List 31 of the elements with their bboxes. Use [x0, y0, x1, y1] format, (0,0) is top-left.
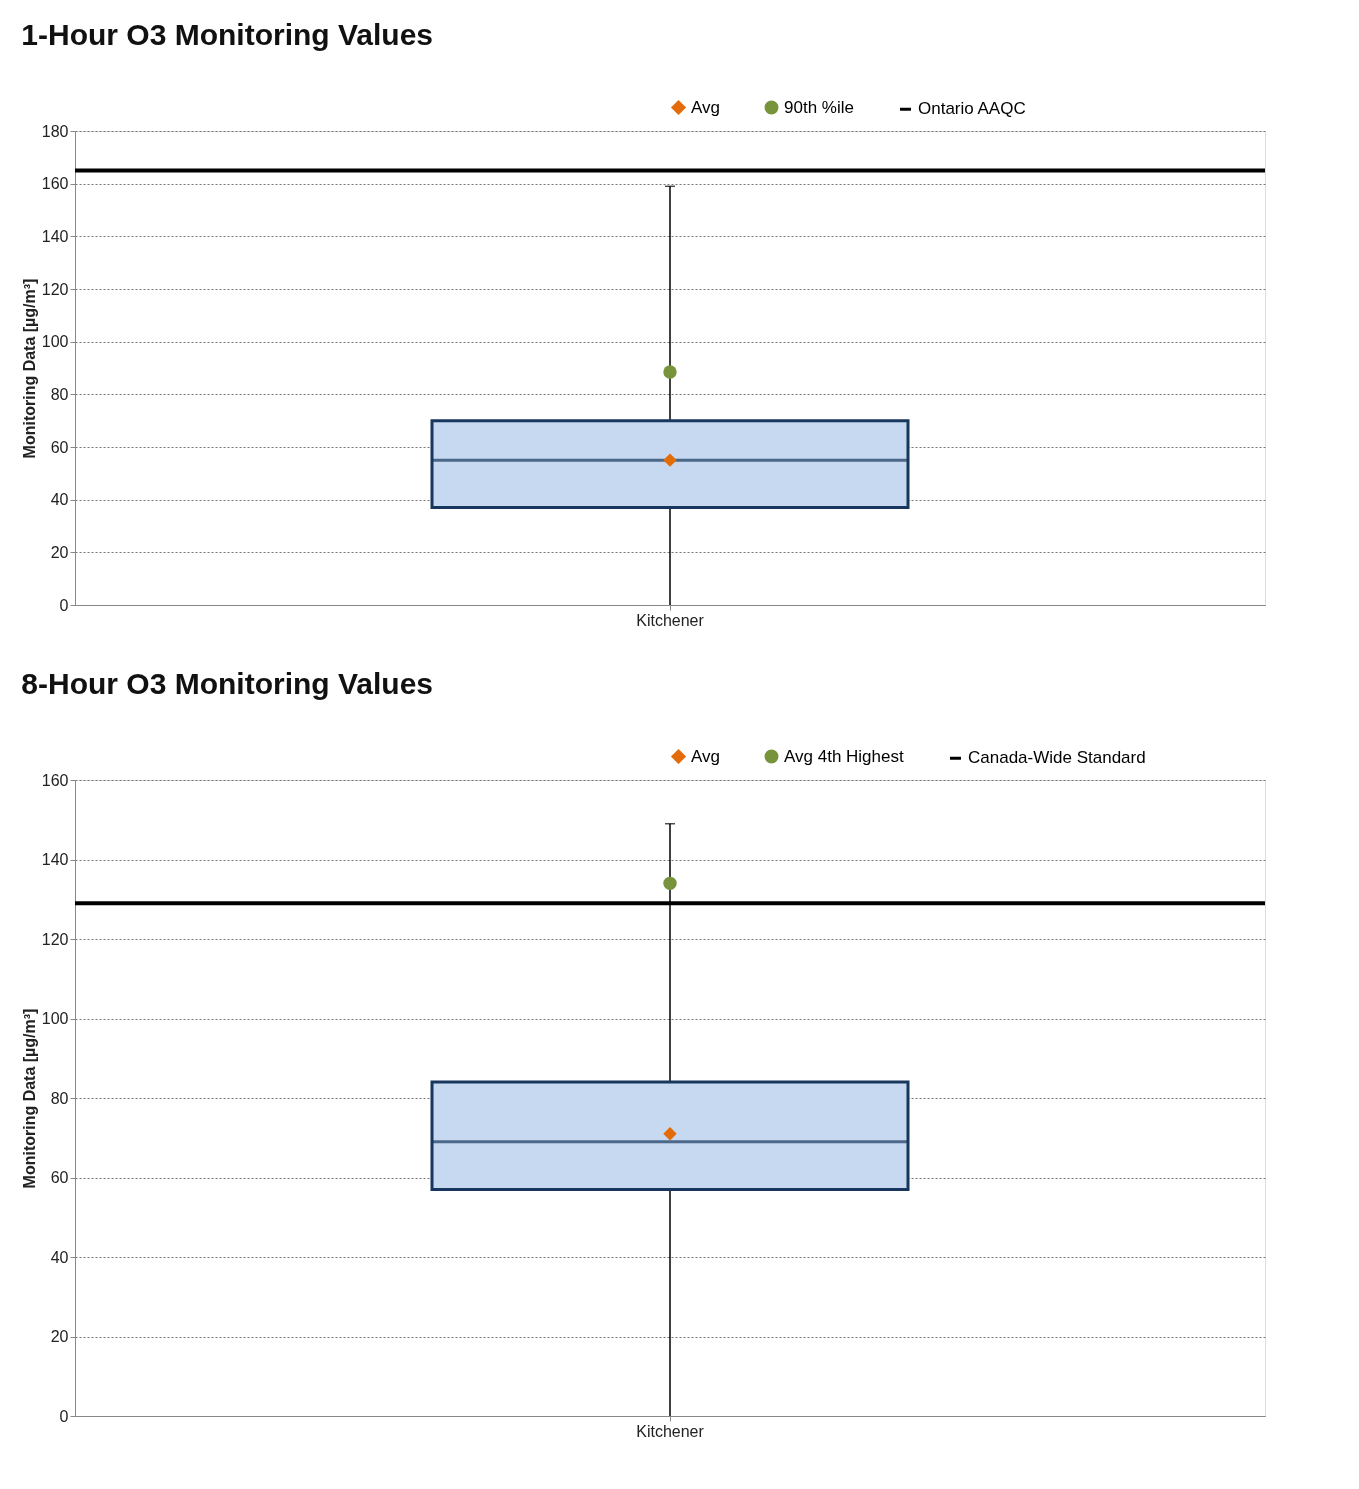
legend-label: Avg: [691, 746, 720, 766]
y-tick-label: 160: [41, 771, 69, 789]
y-tick-label: 160: [41, 175, 69, 193]
x-tick-label: Kitchener: [636, 611, 705, 629]
y-tick-label: 60: [50, 438, 69, 456]
y-tick-label: 120: [41, 930, 69, 948]
y-tick-label: 40: [50, 491, 69, 509]
y-tick-label: 80: [50, 385, 69, 403]
y-tick-label: 40: [50, 1248, 69, 1266]
chart-title: 1-Hour O3 Monitoring Values: [21, 18, 434, 51]
y-tick-label: 180: [41, 122, 69, 140]
y-tick-label: 120: [41, 280, 69, 298]
legend-label: 90th %ile: [784, 97, 854, 117]
y-tick-label: 20: [50, 1328, 69, 1345]
y-tick-label: 0: [59, 1407, 69, 1425]
y-axis-title: Monitoring Data [µg/m³]: [20, 278, 38, 459]
y-tick-label: 60: [50, 1169, 69, 1186]
chart-title: 8-Hour O3 Monitoring Values: [21, 667, 434, 700]
y-axis-title: Monitoring Data [µg/m³]: [20, 1008, 38, 1189]
y-tick-label: 0: [59, 596, 69, 614]
y-tick-label: 80: [50, 1089, 69, 1107]
legend-label: Ontario AAQC: [918, 99, 1026, 119]
y-tick-label: 100: [41, 1010, 69, 1027]
y-tick-label: 140: [41, 227, 69, 245]
legend-label: Canada-Wide Standard: [968, 748, 1146, 768]
legend-label: Avg: [691, 97, 720, 117]
y-tick-label: 140: [41, 851, 69, 868]
x-tick-label: Kitchener: [636, 1422, 705, 1440]
y-tick-label: 100: [41, 333, 69, 351]
legend-label: Avg 4th Highest: [784, 746, 904, 766]
y-tick-label: 20: [50, 543, 69, 561]
